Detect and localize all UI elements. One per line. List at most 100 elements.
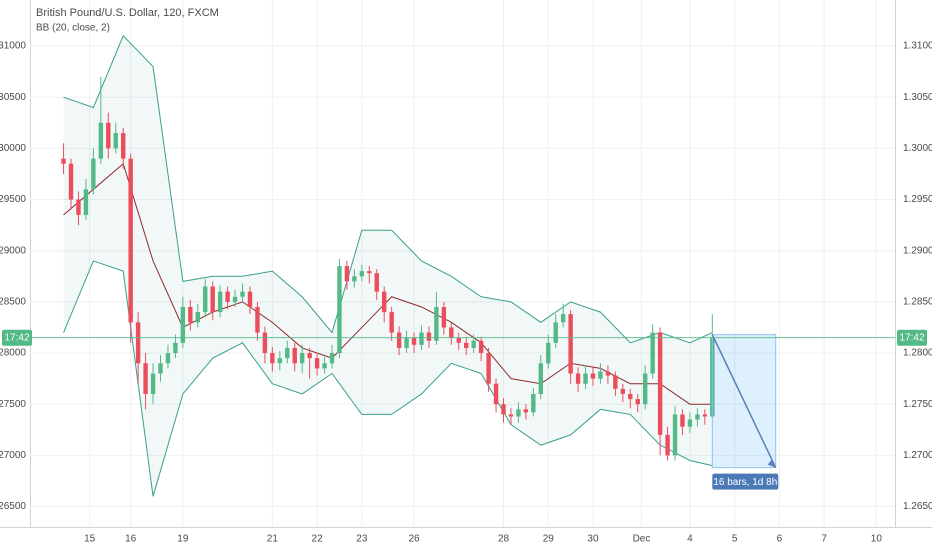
candle-body — [478, 340, 484, 354]
candle-body — [471, 340, 476, 348]
plot: 16 bars, 1d 8h — [30, 34, 895, 497]
candle-body — [501, 404, 506, 415]
candle-body — [560, 314, 566, 323]
candle-body — [329, 353, 335, 364]
x-tick-label: 28 — [498, 534, 510, 545]
x-tick-label: 23 — [356, 534, 368, 545]
candle-body — [113, 133, 118, 149]
candle-body — [464, 342, 469, 348]
last-price-tag-right — [897, 329, 927, 346]
chart-title: British Pound/U.S. Dollar, 120, FXCM — [36, 7, 219, 19]
candle-body — [419, 332, 424, 345]
y-tick-label: 1.28500 — [903, 297, 932, 308]
candle-body — [128, 158, 133, 323]
candle-body — [61, 158, 66, 164]
candle-body — [76, 199, 81, 215]
candle-body — [635, 399, 640, 405]
candle-body — [352, 276, 357, 282]
y-tick-label: 1.30000 — [903, 143, 932, 154]
x-tick-label: 29 — [543, 534, 555, 545]
candle-body — [247, 291, 253, 307]
x-tick-label: Dec — [633, 534, 651, 545]
candle-body — [449, 327, 454, 338]
y-tick-label: 1.29500 — [0, 194, 26, 205]
candle-body — [568, 314, 573, 374]
candle-body — [382, 291, 387, 313]
projection-arrow — [711, 334, 777, 468]
x-tick-label: 6 — [777, 534, 783, 545]
x-tick-label: 5 — [732, 534, 738, 545]
candle-body — [695, 414, 700, 420]
candle-body — [270, 353, 275, 364]
candle-body — [456, 337, 461, 343]
x-tick-label: 7 — [821, 534, 827, 545]
x-tick-label: 30 — [587, 534, 599, 545]
y-tick-label: 1.31000 — [903, 41, 932, 52]
y-tick-label: 1.30000 — [0, 143, 26, 154]
band-lower — [63, 260, 713, 497]
y-tick-label: 1.29000 — [0, 245, 26, 256]
candle-body — [225, 291, 230, 302]
candle-body — [232, 296, 238, 302]
candle-body — [486, 353, 491, 384]
last-price-tag-left — [2, 329, 32, 346]
candle-body — [575, 373, 581, 384]
candle-body — [203, 286, 208, 313]
band-fill — [63, 35, 713, 497]
candle-body — [299, 353, 305, 364]
projection-label: 16 bars, 1d 8h — [713, 477, 777, 488]
candle-body — [590, 373, 596, 379]
candle-body — [702, 414, 708, 417]
candle-body — [68, 163, 74, 200]
x-tick-label: 16 — [125, 534, 137, 545]
x-tick-label: 15 — [84, 534, 96, 545]
candle-body — [165, 353, 171, 364]
x-tick-label: 26 — [408, 534, 420, 545]
x-tick-label: 10 — [871, 534, 883, 545]
candle-body — [367, 271, 372, 274]
candle-body — [546, 342, 551, 364]
candle-body — [523, 409, 529, 413]
candle-body — [337, 266, 342, 354]
y-tick-label: 1.27000 — [903, 450, 932, 461]
x-tick-label: 4 — [687, 534, 693, 545]
last-price-label: 17:42 — [4, 332, 29, 343]
candle-body — [98, 122, 104, 159]
candle-body — [255, 306, 260, 333]
candle-body — [687, 419, 693, 427]
y-tick-label: 1.28500 — [0, 297, 26, 308]
candle-body — [426, 332, 432, 341]
y-tick-label: 1.28000 — [903, 348, 932, 359]
candle-body — [628, 393, 633, 400]
candle-body — [508, 414, 514, 417]
candle-body — [292, 347, 297, 364]
candle-body — [441, 306, 447, 328]
candle-body — [150, 373, 156, 394]
candle-body — [143, 363, 148, 394]
candle-body — [396, 332, 402, 348]
candle-body — [83, 189, 89, 215]
y-tick-label: 1.30500 — [0, 92, 26, 103]
candle-body — [650, 332, 655, 374]
arrow-head — [767, 459, 776, 468]
candle-body — [411, 337, 417, 345]
candle-body — [106, 122, 111, 149]
candle-body — [531, 393, 536, 413]
candle-body — [135, 322, 141, 364]
candle-body — [374, 273, 379, 292]
x-tick-label: 21 — [267, 534, 279, 545]
x-tick-label: 19 — [177, 534, 189, 545]
y-tick-label: 1.26500 — [0, 501, 26, 512]
y-tick-label: 1.27000 — [0, 450, 26, 461]
y-tick-label: 1.27500 — [903, 399, 932, 410]
candle-body — [620, 388, 626, 394]
candle-body — [217, 291, 223, 313]
candle-body — [553, 322, 558, 343]
candle-body — [598, 371, 603, 379]
candle-body — [538, 363, 543, 394]
y-tick-label: 1.26500 — [903, 501, 932, 512]
candle-body — [91, 158, 96, 190]
candle-body — [642, 373, 648, 405]
candle-body — [434, 306, 439, 341]
